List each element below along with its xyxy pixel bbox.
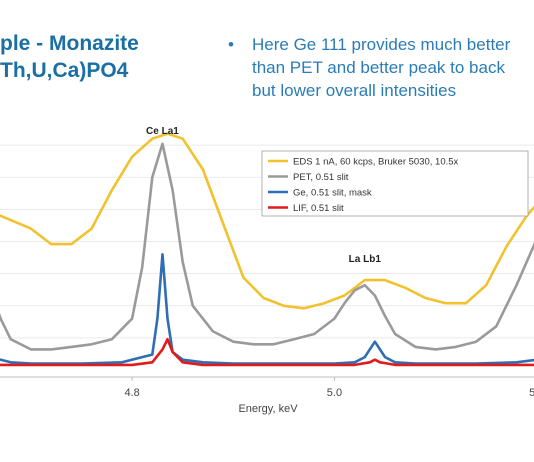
bullet-line-1: Here Ge 111 provides much better (252, 35, 511, 54)
chart-legend: EDS 1 nA, 60 kcps, Bruker 5030, 10.5x PET… (261, 150, 529, 217)
slide-title: ple - Monazite Th,U,Ca)PO4 (0, 30, 139, 84)
legend-label: EDS 1 nA, 60 kcps, Bruker 5030, 10.5x (293, 157, 459, 168)
x-axis-label: Energy, keV (238, 403, 298, 415)
series-line-1 (0, 132, 534, 310)
legend-label: Ge, 0.51 slit, mask (293, 188, 372, 199)
x-tick-label: 5.0 (327, 387, 342, 399)
series-lines (0, 132, 534, 367)
x-tick-label: 4.8 (124, 387, 139, 399)
legend-box (261, 150, 529, 217)
legend-label: PET, 0.51 slit (293, 172, 349, 183)
slide-title-line-1: ple - Monazite (0, 32, 139, 55)
peak-label: La Lb1 (349, 254, 382, 265)
bullet-text: • Here Ge 111 provides much better than … (228, 33, 510, 102)
bullet-point-icon: • (228, 35, 234, 54)
x-tick-label: 5.2 (529, 387, 534, 399)
series-line-2 (0, 142, 534, 351)
series-line-4 (0, 337, 534, 367)
peak-label: Ce La1 (146, 126, 179, 137)
legend-label: LIF, 0.51 slit (293, 203, 344, 214)
x-tick-labels: 4.8 5.0 5.2 (124, 377, 534, 399)
bullet-line-3: but lower overall intensities (252, 81, 457, 100)
slide-title-line-2: Th,U,Ca)PO4 (0, 59, 129, 82)
bullet-line-2: than PET and better peak to back (252, 58, 505, 77)
